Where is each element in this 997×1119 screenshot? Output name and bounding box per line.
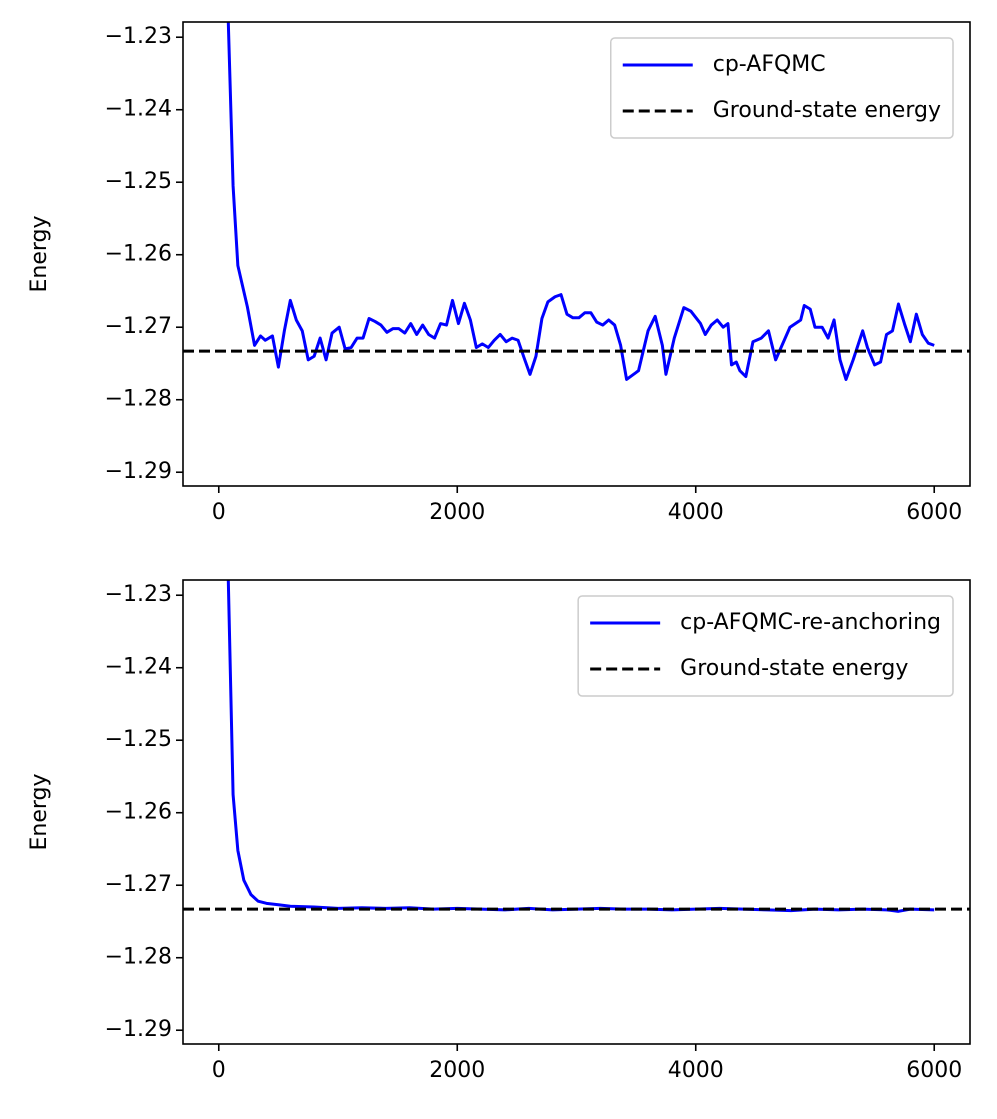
plot-area [183,22,970,381]
legend-label: Ground-state energy [680,656,908,681]
legend-label: Ground-state energy [713,98,941,123]
y-tick-label: −1.24 [105,655,172,680]
legend: cp-AFQMC-re-anchoring Ground-state energy [577,595,954,697]
y-axis-label: Energy [27,215,52,292]
y-axis-label: Energy [27,773,52,850]
legend-label: cp-AFQMC [713,52,826,77]
y-tick-label: −1.27 [105,872,172,897]
x-tick-label: 2000 [429,1058,485,1083]
legend-label: cp-AFQMC-re-anchoring [680,610,941,635]
y-tick-label: −1.29 [105,1017,172,1042]
y-tick-label: −1.25 [105,727,172,752]
legend: cp-AFQMC Ground-state energy [610,37,954,139]
x-tick-label: 2000 [429,500,485,525]
y-tick-label: −1.26 [105,800,172,825]
y-tick-label: −1.27 [105,314,172,339]
y-tick-label: −1.23 [105,582,172,607]
legend-frame [610,37,954,139]
x-tick-label: 6000 [906,500,962,525]
plot-area [183,580,970,913]
y-tick-label: −1.29 [105,459,172,484]
y-tick-label: −1.28 [105,945,172,970]
y-tick-label: −1.26 [105,242,172,267]
y-tick-label: −1.25 [105,169,172,194]
x-tick-label: 0 [212,500,226,525]
x-tick-label: 6000 [906,1058,962,1083]
x-tick-label: 0 [212,1058,226,1083]
data-line [226,22,935,381]
y-tick-label: −1.24 [105,97,172,122]
x-tick-label: 4000 [668,500,724,525]
y-tick-label: −1.28 [105,387,172,412]
legend-frame [577,595,954,697]
x-tick-label: 4000 [668,1058,724,1083]
y-tick-label: −1.23 [105,24,172,49]
